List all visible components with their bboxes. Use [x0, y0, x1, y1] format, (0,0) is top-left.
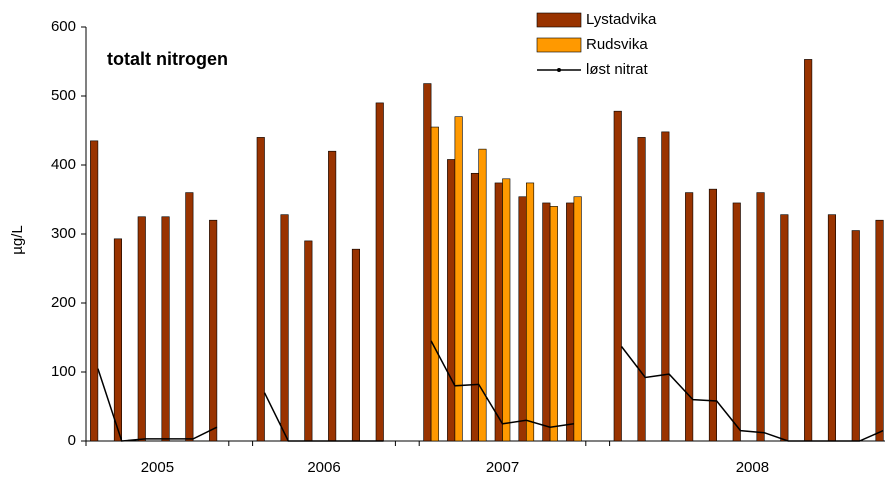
- bar: [566, 202, 575, 442]
- bar: [708, 188, 718, 442]
- bar: [780, 214, 789, 442]
- bar: [661, 131, 670, 442]
- x-group-label: 2006: [307, 459, 340, 476]
- bar: [351, 248, 361, 442]
- bar: [804, 59, 813, 442]
- bar: [470, 172, 480, 442]
- bar: [502, 178, 511, 442]
- y-tick-label: 400: [51, 156, 76, 173]
- bar: [613, 110, 622, 442]
- line: [97, 340, 884, 442]
- legend-marker: [557, 68, 561, 72]
- legend-label: Rudsvika: [586, 36, 648, 53]
- bar: [90, 140, 99, 442]
- bar: [573, 196, 582, 442]
- chart-title: totalt nitrogen: [107, 49, 228, 69]
- bar: [637, 137, 646, 442]
- bar: [494, 182, 503, 442]
- bar: [137, 216, 146, 442]
- bar: [375, 102, 384, 442]
- y-tick-label: 0: [68, 432, 76, 449]
- bar: [280, 214, 289, 442]
- bar: [732, 202, 741, 442]
- bar: [756, 192, 765, 442]
- y-tick-label: 300: [51, 225, 76, 242]
- bar: [851, 230, 860, 442]
- bar: [478, 148, 487, 442]
- bar: [209, 219, 218, 442]
- bar: [430, 126, 439, 442]
- bar: [423, 83, 432, 442]
- x-group-label: 2005: [141, 459, 174, 476]
- legend-label: løst nitrat: [586, 61, 649, 78]
- bar: [447, 159, 456, 442]
- bar: [549, 206, 558, 442]
- y-tick-label: 100: [51, 363, 76, 380]
- bar: [827, 214, 837, 442]
- y-tick-label: 200: [51, 294, 76, 311]
- bar: [518, 196, 527, 442]
- x-group-label: 2008: [736, 459, 769, 476]
- legend-swatch: [536, 12, 582, 28]
- bar: [328, 150, 337, 442]
- x-group-label: 2007: [486, 459, 519, 476]
- bar: [454, 116, 463, 442]
- y-axis-label: µg/L: [9, 225, 26, 255]
- bar: [685, 192, 694, 442]
- legend-swatch: [536, 37, 582, 53]
- bar: [161, 216, 170, 442]
- bar: [542, 202, 551, 442]
- bar: [525, 182, 535, 442]
- legend-label: Lystadvika: [586, 11, 657, 28]
- bar: [113, 238, 122, 442]
- bar: [185, 192, 194, 442]
- y-tick-label: 500: [51, 87, 76, 104]
- bar: [875, 219, 884, 442]
- y-tick-label: 600: [51, 18, 76, 35]
- bar: [304, 240, 313, 442]
- bar: [256, 137, 265, 442]
